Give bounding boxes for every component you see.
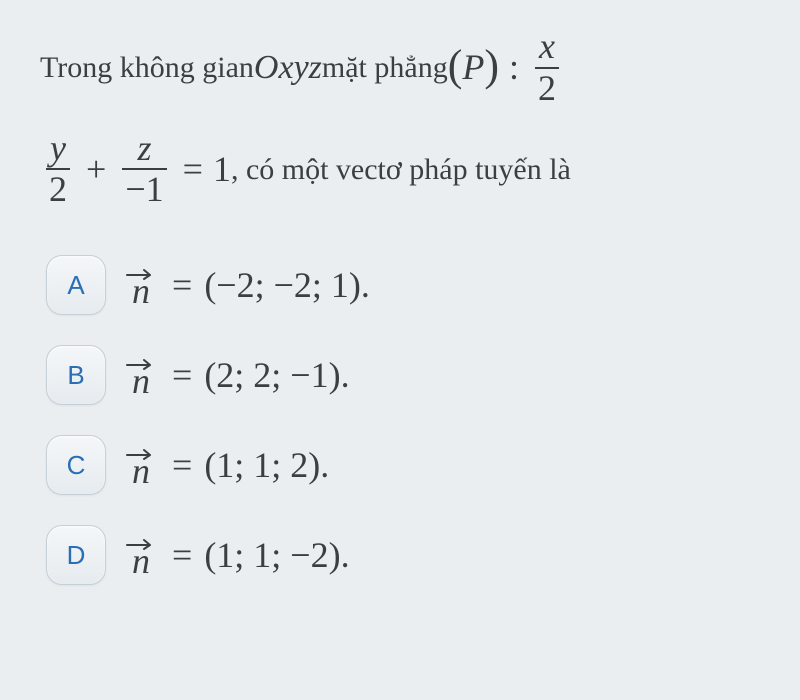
vector-n-letter: n bbox=[132, 370, 150, 393]
option-b-vector: (2; 2; −1). bbox=[204, 354, 349, 396]
equals: = bbox=[183, 146, 203, 193]
vector-n-icon: n bbox=[126, 536, 156, 573]
paren-close: ) bbox=[484, 37, 499, 94]
frac-x-num: x bbox=[536, 28, 558, 67]
option-b-label: B bbox=[46, 345, 106, 405]
option-d-label: D bbox=[46, 525, 106, 585]
question-text-prefix: Trong không gian bbox=[40, 48, 254, 87]
option-b[interactable]: B n = (2; 2; −1). bbox=[46, 345, 760, 405]
frac-x-den: 2 bbox=[535, 69, 559, 108]
frac-y-den: 2 bbox=[46, 170, 70, 209]
option-d-equals: = bbox=[172, 534, 192, 576]
option-a-math: n = (−2; −2; 1). bbox=[126, 264, 370, 306]
option-c-equals: = bbox=[172, 444, 192, 486]
question-text-mid: mặt phẳng bbox=[322, 48, 448, 87]
option-c-vector: (1; 1; 2). bbox=[204, 444, 329, 486]
option-d[interactable]: D n = (1; 1; −2). bbox=[46, 525, 760, 585]
vector-n-letter: n bbox=[132, 460, 150, 483]
options-list: A n = (−2; −2; 1). B n bbox=[46, 255, 760, 585]
vector-arrow-icon bbox=[126, 446, 156, 460]
vector-n-letter: n bbox=[132, 280, 150, 303]
option-a-label: A bbox=[46, 255, 106, 315]
vector-n-icon: n bbox=[126, 266, 156, 303]
frac-z-num: z bbox=[134, 130, 154, 169]
option-c-label: C bbox=[46, 435, 106, 495]
question-text-suffix: , có một vectơ pháp tuyến là bbox=[231, 150, 571, 189]
option-d-math: n = (1; 1; −2). bbox=[126, 534, 350, 576]
question-container: Trong không gian Oxyz mặt phẳng ( P ) : … bbox=[0, 0, 800, 700]
frac-z-den: −1 bbox=[122, 170, 166, 209]
space-oxyz: Oxyz bbox=[254, 46, 322, 90]
vector-n-icon: n bbox=[126, 446, 156, 483]
plane-label: P bbox=[462, 44, 484, 91]
option-b-equals: = bbox=[172, 354, 192, 396]
option-a-vector: (−2; −2; 1). bbox=[204, 264, 370, 306]
frac-y-num: y bbox=[47, 130, 69, 169]
vector-n-letter: n bbox=[132, 550, 150, 573]
option-c[interactable]: C n = (1; 1; 2). bbox=[46, 435, 760, 495]
question-line-2: y 2 + z −1 = 1 , có một vectơ pháp tuyến… bbox=[40, 130, 760, 210]
option-a-equals: = bbox=[172, 264, 192, 306]
option-a[interactable]: A n = (−2; −2; 1). bbox=[46, 255, 760, 315]
option-c-math: n = (1; 1; 2). bbox=[126, 444, 329, 486]
fraction-y: y 2 bbox=[46, 130, 70, 210]
vector-arrow-icon bbox=[126, 266, 156, 280]
fraction-x: x 2 bbox=[535, 28, 559, 108]
plus-2: + bbox=[86, 146, 106, 193]
fraction-z: z −1 bbox=[122, 130, 166, 210]
vector-arrow-icon bbox=[126, 356, 156, 370]
paren-open: ( bbox=[448, 37, 463, 94]
vector-n-icon: n bbox=[126, 356, 156, 393]
question-line-1: Trong không gian Oxyz mặt phẳng ( P ) : … bbox=[40, 28, 760, 108]
colon: : bbox=[509, 44, 519, 91]
rhs: 1 bbox=[213, 146, 231, 193]
option-b-math: n = (2; 2; −1). bbox=[126, 354, 350, 396]
option-d-vector: (1; 1; −2). bbox=[204, 534, 349, 576]
vector-arrow-icon bbox=[126, 536, 156, 550]
